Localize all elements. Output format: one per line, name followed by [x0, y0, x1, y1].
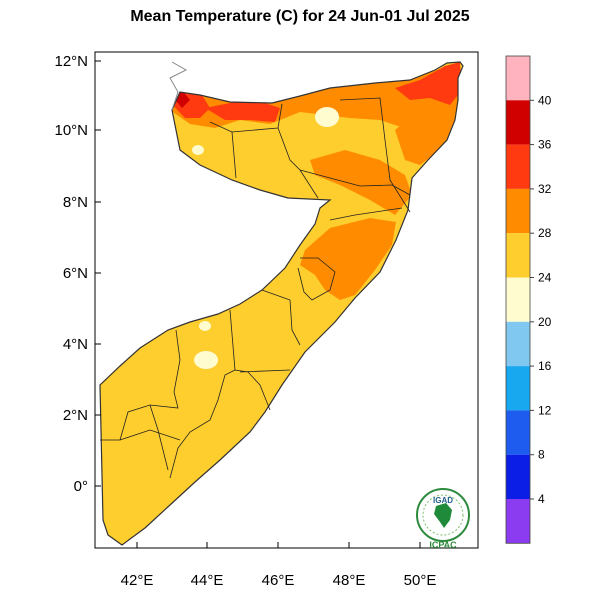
- lon-label-44e: 44°E: [191, 572, 224, 589]
- lon-label-42e: 42°E: [121, 572, 154, 589]
- lat-label-4n: 4°N: [63, 336, 88, 353]
- colorbar-swatch: [506, 454, 530, 499]
- band-28-32-north: [170, 62, 460, 150]
- colorbar-label: 24: [538, 271, 552, 285]
- x-axis: 42°E 44°E 46°E 48°E 50°E: [121, 542, 437, 589]
- border-line: [169, 61, 188, 111]
- band-20-24-patch: [199, 321, 211, 331]
- colorbar-swatch: [506, 321, 530, 367]
- lat-label-12n: 12°N: [54, 53, 88, 70]
- colorbar-swatch: [506, 144, 530, 189]
- colorbar-swatch: [506, 410, 530, 455]
- lat-label-6n: 6°N: [63, 265, 88, 282]
- colorbar-swatch: [506, 188, 530, 234]
- icpac-logo: IGAD ICPAC: [416, 488, 470, 550]
- band-28-32-inland: [310, 150, 412, 215]
- colorbar-swatch: [506, 277, 530, 322]
- band-28-32-central: [300, 218, 396, 300]
- colorbar-label: 40: [538, 93, 552, 107]
- band-20-24-west: [192, 145, 204, 155]
- map-title: Mean Temperature (C) for 24 Jun-01 Jul 2…: [130, 8, 470, 25]
- colorbar-swatch: [506, 366, 530, 411]
- band-28-32-east: [395, 95, 460, 165]
- colorbar-label: 8: [538, 448, 545, 462]
- colorbar-swatch: [506, 56, 530, 101]
- laurel-icon: [422, 494, 464, 536]
- colorbar: 40 36 32 28 24 20 16 12 8 4: [505, 55, 552, 544]
- region-boundaries: [100, 97, 411, 479]
- logo-top-text: IGAD: [433, 496, 453, 505]
- logo-bottom-text: ICPAC: [429, 540, 457, 550]
- colorbar-swatch: [506, 233, 530, 278]
- lat-label-0: 0°: [74, 478, 88, 495]
- country-outline: [99, 61, 464, 546]
- colorbar-label: 16: [538, 359, 552, 373]
- colorbar-label: 28: [538, 226, 552, 240]
- lon-label-46e: 46°E: [262, 572, 295, 589]
- colorbar-label: 20: [538, 315, 552, 329]
- band-32-36-coast: [205, 102, 280, 122]
- colorbar-label: 36: [538, 138, 552, 152]
- lat-label-8n: 8°N: [63, 194, 88, 211]
- band-32-36-east: [395, 62, 462, 105]
- lat-label-2n: 2°N: [63, 407, 88, 424]
- colorbar-swatch: [506, 100, 530, 145]
- colorbar-label: 12: [538, 403, 552, 417]
- colorbar-border: [505, 55, 531, 544]
- africa-icon: [434, 503, 452, 528]
- band-20-24-south: [194, 351, 218, 369]
- band-20-24-highland: [315, 107, 339, 127]
- lon-label-48e: 48°E: [333, 572, 366, 589]
- lon-label-50e: 50°E: [404, 572, 437, 589]
- colorbar-label: 4: [538, 492, 545, 506]
- lat-label-10n: 10°N: [54, 122, 88, 139]
- y-axis: 12°N 10°N 8°N 6°N 4°N 2°N 0°: [54, 53, 101, 495]
- colorbar-label: 32: [538, 182, 552, 196]
- colorbar-swatch: [506, 499, 530, 544]
